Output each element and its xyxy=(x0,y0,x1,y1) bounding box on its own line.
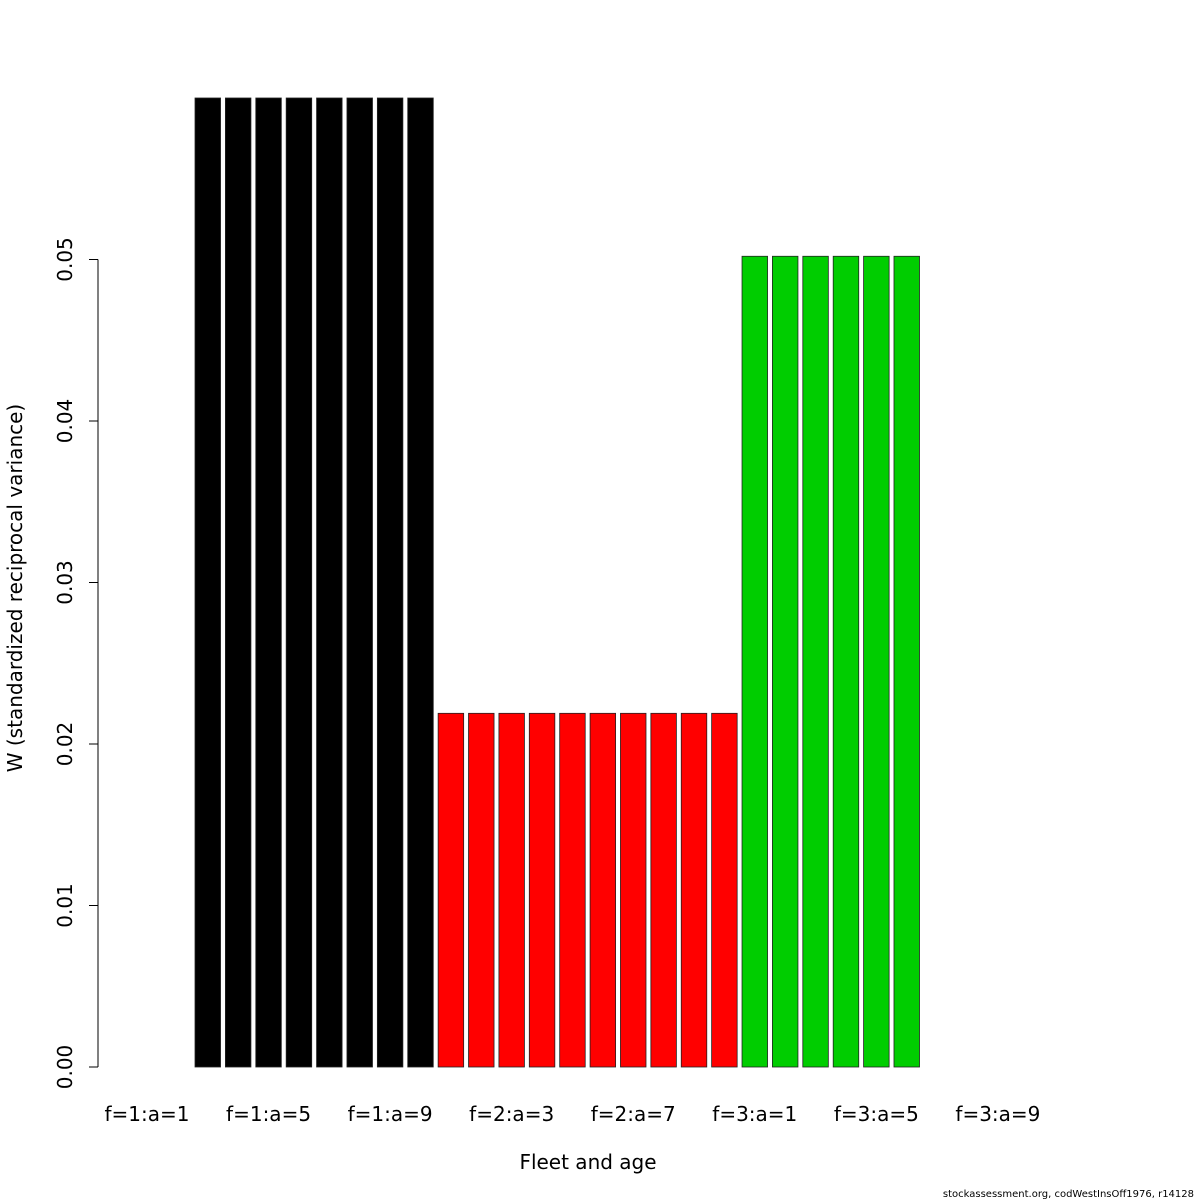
x-tick-label: f=2:a=3 xyxy=(469,1102,554,1126)
bar xyxy=(802,255,829,1068)
bar xyxy=(316,97,343,1068)
bar xyxy=(620,712,647,1068)
x-tick-label: f=2:a=7 xyxy=(591,1102,676,1126)
x-tick-label: f=3:a=5 xyxy=(834,1102,919,1126)
bar xyxy=(680,712,708,1068)
y-tick-label: 0.00 xyxy=(53,1045,77,1090)
bar xyxy=(741,255,768,1068)
bar xyxy=(437,712,465,1068)
y-tick-label: 0.04 xyxy=(53,399,77,444)
footer: stockassessment.org, codWestInsOff1976, … xyxy=(943,1189,1194,1200)
bar xyxy=(255,97,282,1068)
bar xyxy=(407,97,434,1068)
x-axis-label: Fleet and age xyxy=(519,1150,656,1174)
bar xyxy=(711,712,738,1068)
y-tick-label: 0.03 xyxy=(53,560,77,605)
y-tick-label: 0.02 xyxy=(53,722,77,767)
y-axis-label: W (standardized reciprocal variance) xyxy=(3,404,27,773)
bar xyxy=(559,712,586,1068)
bar xyxy=(528,712,556,1068)
x-tick-label: f=3:a=9 xyxy=(955,1102,1040,1126)
x-tick-label: f=1:a=1 xyxy=(104,1102,189,1126)
bar xyxy=(376,97,404,1068)
x-tick-label: f=1:a=9 xyxy=(348,1102,433,1126)
y-tick-label: 0.05 xyxy=(53,237,77,282)
bar xyxy=(346,97,373,1068)
x-tick-label: f=3:a=1 xyxy=(712,1102,797,1126)
bar xyxy=(650,712,677,1068)
bar xyxy=(468,712,495,1068)
y-tick-label: 0.01 xyxy=(53,883,77,928)
bar xyxy=(225,97,252,1068)
bar xyxy=(589,712,617,1068)
x-tick-label: f=1:a=5 xyxy=(226,1102,311,1126)
bar xyxy=(772,255,799,1068)
bar xyxy=(194,97,221,1068)
bar xyxy=(285,97,313,1068)
bar xyxy=(498,712,525,1068)
bar xyxy=(863,255,890,1068)
bar xyxy=(893,255,920,1068)
bar xyxy=(832,255,860,1068)
